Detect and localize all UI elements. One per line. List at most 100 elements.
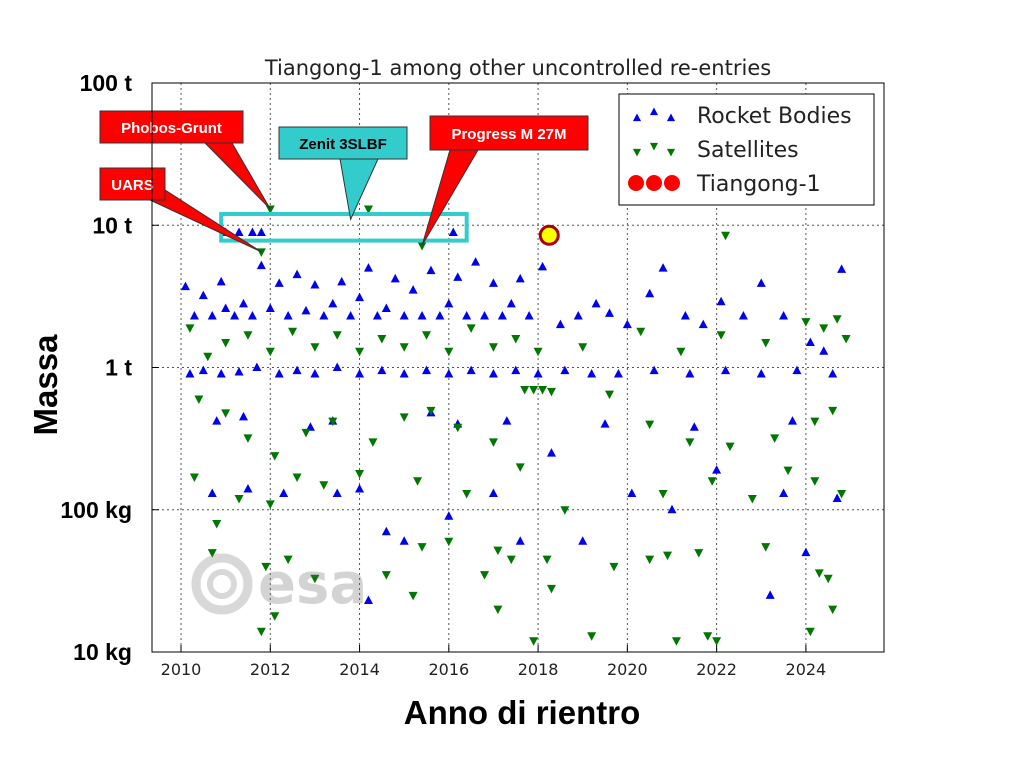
- rocket-body-point: [716, 296, 726, 306]
- x-tick-label: 2016: [428, 660, 469, 679]
- satellite-point: [511, 334, 521, 344]
- rocket-body-point: [399, 311, 409, 320]
- rocket-body-point: [756, 278, 766, 287]
- satellite-point: [265, 347, 275, 357]
- satellite-point: [529, 386, 539, 395]
- satellite-point: [480, 571, 490, 580]
- x-tick-label: 2014: [339, 660, 380, 679]
- callout-phobos-grunt: Phobos-Grunt: [99, 110, 271, 210]
- satellite-point: [399, 413, 409, 422]
- chart-title: Tiangong-1 among other uncontrolled re-e…: [264, 56, 771, 80]
- rocket-body-point: [198, 290, 208, 300]
- satellite-point: [310, 574, 320, 584]
- satellite-point: [671, 637, 681, 646]
- legend-label: Tiangong-1: [696, 172, 821, 197]
- rocket-body-point: [667, 504, 677, 514]
- rocket-body-point: [497, 311, 507, 320]
- rocket-body-point: [756, 369, 766, 378]
- satellite-point: [243, 434, 253, 443]
- rocket-body-point: [283, 311, 293, 320]
- satellite-point: [707, 477, 717, 486]
- satellite-point: [841, 334, 851, 344]
- rocket-body-point: [274, 278, 284, 287]
- satellite-point: [488, 438, 498, 447]
- rocket-body-point: [337, 276, 347, 286]
- rocket-body-point: [622, 319, 632, 329]
- rocket-body-point: [355, 483, 365, 493]
- rocket-body-point: [788, 416, 797, 425]
- satellite-point: [466, 324, 476, 333]
- rocket-body-point: [649, 365, 659, 375]
- rocket-body-point: [243, 483, 253, 493]
- rocket-body-point: [605, 308, 614, 317]
- legend-marker: [664, 175, 680, 191]
- callout-uars: UARS: [99, 167, 262, 253]
- callout-box: [99, 167, 166, 201]
- rocket-body-point: [332, 488, 342, 498]
- satellite-point: [270, 612, 280, 621]
- satellite-point: [408, 591, 418, 601]
- rocket-body-point: [265, 303, 275, 312]
- legend-marker: [632, 113, 642, 122]
- rocket-body-point: [680, 311, 690, 320]
- x-tick-label: 2022: [696, 660, 737, 679]
- satellite-point: [515, 463, 525, 472]
- rocket-body-point: [301, 305, 311, 315]
- series-tiangong-1: [538, 224, 560, 246]
- legend-marker: [632, 148, 642, 157]
- satellite-point: [493, 605, 503, 615]
- rocket-body-point: [221, 303, 231, 312]
- satellite-point: [493, 546, 503, 556]
- esa-logo: esa: [191, 552, 367, 617]
- satellite-point: [453, 423, 463, 433]
- rocket-body-point: [448, 227, 458, 236]
- rocket-body-point: [274, 369, 284, 378]
- rocket-body-point: [511, 365, 521, 375]
- rocket-body-point: [207, 488, 217, 498]
- callout-label: UARS: [111, 177, 154, 194]
- esa-logo-circle-outer: [191, 553, 253, 615]
- esa-logo-circle-inner: [207, 569, 237, 599]
- satellite-point: [810, 477, 820, 486]
- satellite-point: [212, 520, 222, 529]
- rocket-body-point: [256, 260, 266, 270]
- satellite-point: [605, 390, 614, 400]
- legend-marker: [649, 107, 659, 116]
- satellite-point: [332, 331, 342, 340]
- rocket-body-point: [658, 263, 668, 272]
- satellite-point: [819, 324, 829, 333]
- rocket-body-point: [524, 311, 534, 320]
- rocket-body-point: [399, 369, 409, 378]
- rocket-body-point: [560, 365, 570, 375]
- satellite-point: [801, 318, 811, 327]
- callout-box: [429, 115, 589, 151]
- rocket-body-point: [819, 346, 829, 355]
- rocket-body-point: [471, 257, 481, 266]
- satellite-point: [832, 315, 842, 324]
- satellite-point: [426, 406, 436, 416]
- rocket-body-point: [216, 369, 226, 378]
- satellite-point: [761, 543, 771, 552]
- satellite-point: [721, 231, 731, 241]
- rocket-body-point: [216, 276, 226, 286]
- satellite-point: [837, 490, 847, 499]
- legend-item: Tiangong-1: [628, 172, 821, 197]
- satellite-point: [676, 347, 686, 357]
- rocket-body-point: [239, 298, 248, 308]
- satellite-point: [805, 627, 815, 637]
- satellite-point: [560, 506, 570, 515]
- callout-pointer: [203, 142, 271, 210]
- rocket-body-point: [801, 547, 811, 557]
- satellite-point: [377, 334, 387, 344]
- y-tick-label: 100 kg: [60, 497, 132, 523]
- legend-marker: [646, 175, 662, 191]
- y-tick-label: 10 kg: [73, 639, 132, 665]
- rocket-body-point: [363, 263, 373, 272]
- satellite-point: [270, 452, 280, 461]
- satellite-point: [221, 338, 231, 348]
- rocket-body-point: [555, 319, 565, 329]
- callout-label: Progress M 27M: [451, 126, 566, 143]
- rocket-body-point: [600, 419, 610, 428]
- rocket-body-point: [372, 311, 382, 320]
- rocket-body-point: [212, 416, 222, 425]
